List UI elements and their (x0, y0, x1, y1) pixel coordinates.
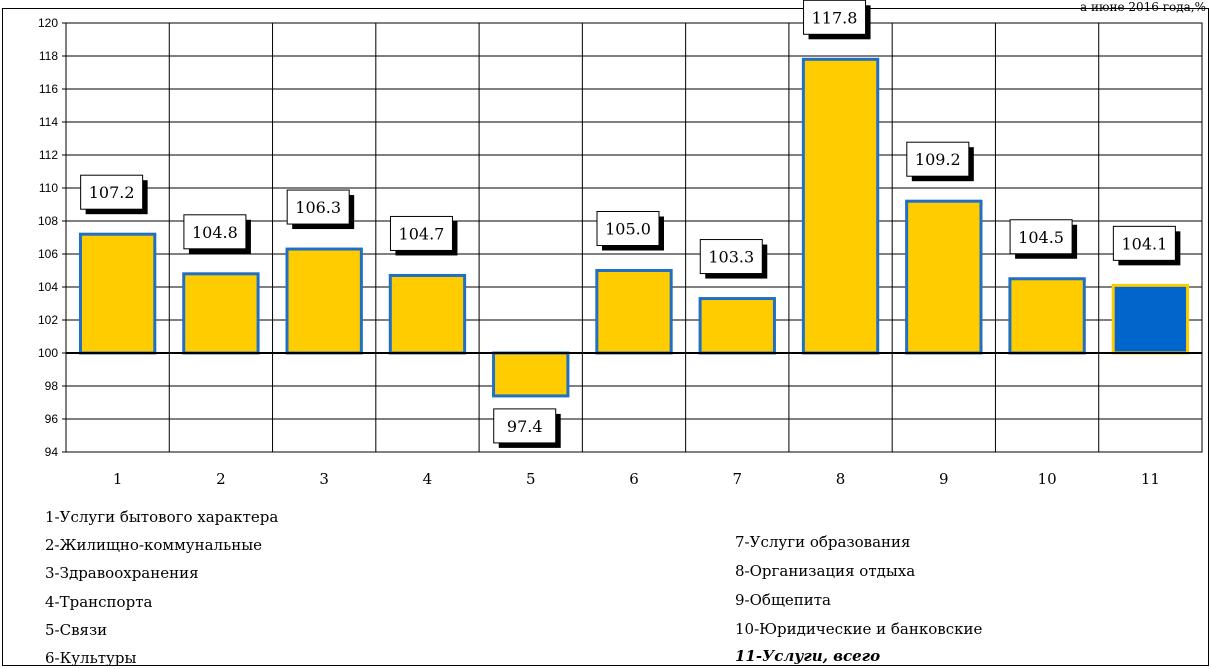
y-tick-label: 120 (38, 16, 58, 30)
value-label-box (1009, 219, 1073, 255)
bar (182, 272, 260, 355)
value-label-box (596, 211, 660, 246)
y-tick-label: 98 (45, 379, 59, 393)
value-label-box (906, 141, 970, 177)
value-label-box (803, 0, 867, 35)
value-label: 103.3 (708, 248, 754, 267)
bar (1111, 283, 1190, 355)
value-label: 97.4 (507, 417, 543, 436)
y-tick-label: 100 (38, 346, 58, 360)
value-label-box (286, 189, 350, 225)
value-label: 107.2 (89, 183, 135, 202)
y-tick-label: 112 (39, 148, 58, 162)
y-tick-label: 108 (38, 214, 58, 228)
legend-item: 4-Транспорта (45, 593, 153, 611)
legend-item: 8-Организация отдыха (735, 562, 916, 580)
y-tick-label: 94 (45, 445, 59, 459)
bars (78, 57, 1190, 398)
value-label-box (493, 408, 557, 444)
bar (492, 351, 570, 398)
bar (801, 57, 880, 355)
legend-item: 3-Здравоохранения (45, 564, 199, 582)
y-tick-label: 110 (39, 181, 58, 195)
legend-item: 2-Жилищно-коммунальные (45, 536, 263, 554)
x-tick-label: 9 (939, 470, 949, 488)
y-tick-label: 102 (38, 313, 58, 327)
y-tick-label: 116 (39, 82, 58, 96)
value-label-box (699, 239, 763, 275)
value-label-box (80, 174, 144, 210)
x-tick-label: 7 (732, 470, 742, 488)
y-tick-label: 96 (45, 412, 59, 426)
y-tick-label: 106 (38, 247, 58, 261)
x-tick-label: 4 (423, 470, 433, 488)
value-label: 104.8 (192, 223, 238, 242)
value-labels: 107.2 104.8 106.3 104.7 97.4 105.0 103.3 117.8 1… (80, 0, 1181, 448)
bar (78, 232, 157, 355)
x-tick-label: 6 (629, 470, 639, 488)
value-label: 104.1 (1121, 234, 1167, 253)
legend-item: 6-Культуры (45, 649, 137, 667)
legend-item: 7-Услуги образования (735, 533, 911, 551)
value-label-box (183, 214, 247, 250)
bar (905, 199, 983, 355)
legend-item: 10-Юридические и банковские (735, 620, 983, 638)
bar (595, 269, 673, 355)
x-tick-label: 1 (113, 470, 123, 488)
x-tick-label: 5 (526, 470, 536, 488)
value-label: 117.8 (812, 8, 858, 27)
value-label-box (1112, 225, 1176, 261)
bar (698, 297, 776, 355)
legend-item: 5-Связи (45, 621, 108, 639)
bar (1008, 277, 1086, 355)
value-label: 105.0 (605, 220, 651, 239)
bar (285, 247, 363, 355)
value-label: 106.3 (295, 198, 341, 217)
x-axis: 1 2 3 4 5 6 7 8 9 10 11 (66, 352, 1202, 488)
x-tick-label: 11 (1141, 470, 1160, 488)
value-label: 109.2 (915, 150, 961, 169)
legend-item-total: 11-Услуги, всего (735, 647, 881, 665)
y-tick-label: 114 (39, 115, 58, 129)
legend-item: 1-Услуги бытового характера (45, 508, 279, 526)
bar (388, 273, 467, 355)
y-axis: 94 96 98 100 102 104 106 108 110 112 114 116 118 120 (38, 16, 67, 459)
corner-note: а июне 2016 года,% (1080, 0, 1206, 14)
value-label-box (389, 215, 453, 251)
value-label: 104.7 (399, 224, 445, 243)
value-label: 104.5 (1018, 228, 1064, 247)
x-tick-label: 8 (836, 470, 846, 488)
legend-item: 9-Общепита (735, 591, 831, 609)
x-tick-label: 10 (1038, 470, 1057, 488)
x-tick-label: 2 (216, 470, 226, 488)
y-tick-label: 118 (39, 49, 58, 63)
x-tick-label: 3 (319, 470, 329, 488)
y-tick-label: 104 (38, 280, 58, 294)
